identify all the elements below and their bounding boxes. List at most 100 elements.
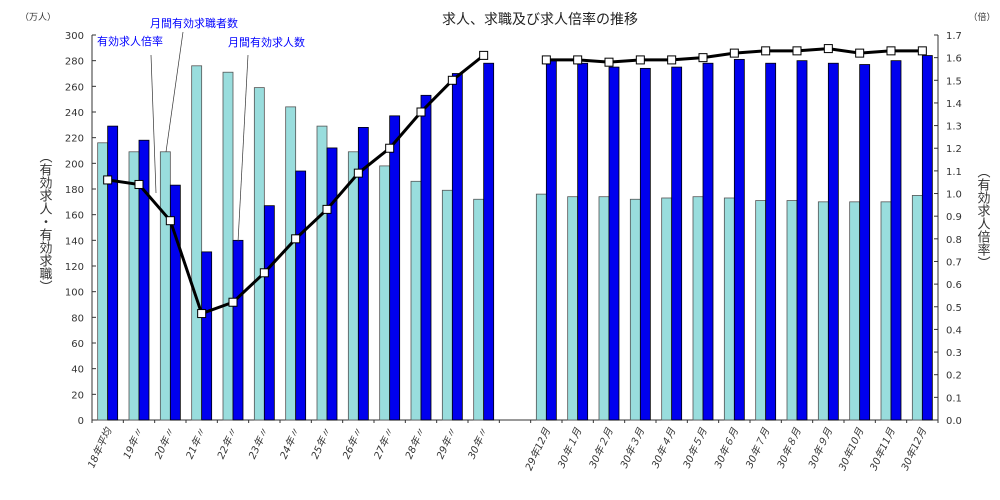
x-tick-label: 30年３月 bbox=[618, 425, 647, 470]
left-tick-label: 20 bbox=[71, 390, 84, 401]
leader-line bbox=[165, 31, 184, 153]
x-tick-label: 30年12月 bbox=[899, 425, 930, 472]
right-tick-label: 0.7 bbox=[946, 257, 962, 268]
ratio-marker bbox=[291, 234, 301, 244]
bar-job-openings bbox=[295, 170, 307, 421]
bar-job-seekers bbox=[316, 125, 328, 421]
bar-job-openings bbox=[389, 115, 401, 421]
bar-job-seekers bbox=[567, 196, 579, 421]
ratio-marker bbox=[635, 55, 645, 65]
bar-job-openings bbox=[169, 184, 181, 421]
left-tick-label: 180 bbox=[65, 185, 84, 196]
bar-job-seekers bbox=[755, 200, 767, 421]
left-tick-label: 80 bbox=[71, 313, 84, 324]
bar-job-openings bbox=[796, 60, 808, 421]
ratio-marker bbox=[165, 216, 175, 226]
bar-job-openings bbox=[451, 73, 463, 421]
x-tick-label: 30年11月 bbox=[868, 425, 899, 472]
x-tick-label: 21年〃 bbox=[184, 426, 209, 461]
bar-job-seekers bbox=[786, 200, 798, 421]
x-tick-label: 30年〃 bbox=[466, 426, 491, 461]
left-tick-label: 300 bbox=[65, 31, 84, 42]
bar-job-seekers bbox=[473, 198, 485, 421]
bar-job-seekers bbox=[535, 193, 547, 421]
ratio-marker bbox=[228, 297, 238, 307]
ratio-marker bbox=[322, 204, 332, 214]
bar-job-openings bbox=[420, 94, 432, 421]
bar-job-openings bbox=[702, 62, 714, 421]
annotation-ratio: 有効求人倍率 bbox=[97, 34, 163, 48]
left-tick-label: 40 bbox=[71, 365, 84, 376]
ratio-marker bbox=[698, 53, 708, 63]
left-tick-label: 120 bbox=[65, 262, 84, 273]
bar-job-seekers bbox=[849, 201, 861, 421]
annotation-job-seekers: 月間有効求職者数 bbox=[150, 16, 238, 30]
right-tick-label: 0.1 bbox=[946, 393, 962, 404]
right-tick-label: 1.7 bbox=[946, 31, 962, 42]
x-tick-label: 30年５月 bbox=[681, 425, 710, 470]
right-unit: （倍） bbox=[968, 11, 995, 23]
ratio-marker bbox=[886, 46, 896, 56]
bar-job-seekers bbox=[661, 197, 673, 421]
x-tick-label: 24年〃 bbox=[278, 426, 303, 461]
bar-job-seekers bbox=[253, 87, 265, 421]
x-tick-label: 29年12月 bbox=[523, 425, 554, 472]
x-tick-label: 30年９月 bbox=[806, 425, 835, 470]
ratio-marker bbox=[761, 46, 771, 56]
chart-title: 求人、求職及び求人倍率の推移 bbox=[442, 11, 638, 28]
right-tick-label: 0.9 bbox=[946, 212, 962, 223]
bar-job-seekers bbox=[379, 165, 391, 421]
x-tick-label: 25年〃 bbox=[309, 426, 334, 461]
bar-job-openings bbox=[890, 60, 902, 421]
left-axis-label: （有効求人・有効求職） bbox=[37, 150, 53, 293]
bar-job-seekers bbox=[692, 196, 704, 421]
left-tick-label: 280 bbox=[65, 57, 84, 68]
bar-job-seekers bbox=[222, 71, 234, 421]
bar-job-openings bbox=[671, 66, 683, 421]
ratio-marker bbox=[353, 168, 363, 178]
right-tick-label: 0.4 bbox=[946, 325, 962, 336]
ratio-marker bbox=[197, 309, 207, 319]
x-tick-label: 22年〃 bbox=[215, 426, 240, 461]
x-tick-label: 29年〃 bbox=[434, 426, 459, 461]
ratio-marker bbox=[259, 268, 269, 278]
bar-job-seekers bbox=[817, 201, 829, 421]
bar-job-openings bbox=[201, 251, 213, 421]
bar-job-openings bbox=[921, 55, 933, 421]
ratio-marker bbox=[855, 48, 865, 58]
ratio-marker bbox=[792, 46, 802, 56]
right-tick-label: 0.0 bbox=[946, 416, 962, 427]
x-tick-label: 27年〃 bbox=[372, 426, 397, 461]
x-tick-label: 30年８月 bbox=[775, 425, 804, 470]
ratio-marker bbox=[667, 55, 677, 65]
ratio-marker bbox=[416, 107, 426, 117]
right-axis-label: （有効求人倍率） bbox=[975, 165, 991, 269]
annotation-job-openings: 月間有効求人数 bbox=[228, 35, 305, 49]
x-tick-label: 23年〃 bbox=[246, 426, 271, 461]
left-tick-label: 200 bbox=[65, 159, 84, 170]
x-tick-label: 28年〃 bbox=[403, 426, 428, 461]
bar-job-openings bbox=[107, 125, 119, 421]
bar-job-seekers bbox=[598, 196, 610, 421]
bar-job-openings bbox=[326, 147, 338, 421]
right-tick-label: 1.0 bbox=[946, 190, 962, 201]
left-tick-label: 160 bbox=[65, 211, 84, 222]
right-tick-label: 1.4 bbox=[946, 99, 962, 110]
bar-job-openings bbox=[827, 62, 839, 421]
bar-job-seekers bbox=[128, 151, 140, 421]
right-tick-label: 0.2 bbox=[946, 371, 962, 382]
bar-job-seekers bbox=[410, 180, 422, 421]
right-tick-label: 0.5 bbox=[946, 303, 962, 314]
bar-job-seekers bbox=[880, 201, 892, 421]
bar-job-seekers bbox=[347, 151, 359, 421]
x-tick-label: 30年４月 bbox=[649, 425, 678, 470]
right-tick-label: 1.2 bbox=[946, 144, 962, 155]
bar-job-openings bbox=[608, 66, 620, 421]
left-tick-label: 140 bbox=[65, 236, 84, 247]
bar-job-openings bbox=[545, 60, 557, 421]
bar-job-openings bbox=[357, 127, 369, 421]
left-tick-label: 60 bbox=[71, 339, 84, 350]
x-tick-label: 20年〃 bbox=[152, 426, 177, 461]
right-tick-label: 0.8 bbox=[946, 235, 962, 246]
